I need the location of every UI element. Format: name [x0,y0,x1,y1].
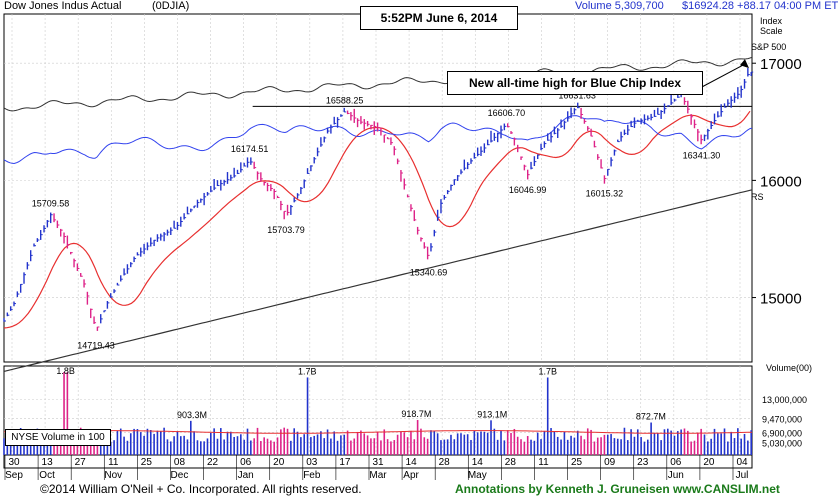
price-annotation: 16015.32 [586,189,624,199]
price-annotation: 16631.63 [558,90,596,100]
all-time-high-annotation: New all-time high for Blue Chip Index [447,71,703,95]
date-tick-label: 20 [703,457,715,468]
price-annotation: 15709.58 [32,198,70,208]
annotation-arrow [699,63,746,89]
volume-tick-label: 5,030,000 [762,439,802,449]
date-tick-label: 14 [472,457,484,468]
volume-tick-label: 9,470,000 [762,414,802,424]
copyright-notice: ©2014 William O'Neil + Co. Incorporated.… [40,482,362,496]
date-tick-label: 22 [207,457,219,468]
date-tick-label: 23 [637,457,649,468]
price-annotation: 15340.69 [410,268,448,278]
date-tick-label: 25 [141,457,153,468]
price-readout: $16924.28 +88.17 04:00 PM ET [682,0,839,12]
date-tick-label: 08 [174,457,186,468]
date-tick-label: 09 [604,457,616,468]
annotation-credit: Annotations by Kenneth J. Gruneisen www.… [455,482,780,496]
date-tick-label: 25 [571,457,583,468]
index-symbol: (0DJIA) [152,0,190,12]
grid-lines [3,13,756,480]
rs-label: RS [751,192,764,202]
volume-annotation: 918.7M [401,409,431,419]
date-tick-label: 11 [108,457,119,468]
month-label: Jun [668,470,684,481]
annotation-arrowhead [739,59,749,69]
date-tick-label: 30 [8,457,20,468]
moving-average-50-line [3,110,751,329]
month-label: Oct [39,470,55,481]
moving-average-200-line [3,189,753,372]
date-tick-label: 17 [339,457,351,468]
price-annotation: 16606.70 [488,108,526,118]
chart-labels: 30 13 27 11 25 08 22 06 20 03 17 31 14 28 14 28 11 25 09 23… [5,16,812,481]
sp500-line [3,56,753,112]
price-tick-label: 17000 [760,56,802,73]
date-tick-label: 04 [736,457,748,468]
price-annotation: 16341.30 [683,150,721,160]
date-tick-label: 14 [406,457,418,468]
nyse-volume-label: NYSE Volume in 100 [5,429,111,446]
date-tick-label: 28 [505,457,517,468]
volume-annotation: 913.1M [477,409,507,419]
month-label: May [468,470,487,481]
volume-annotation: 1.7B [539,366,558,376]
date-tick-label: 28 [439,457,451,468]
date-tick-label: 27 [75,457,87,468]
price-annotation: 16046.99 [509,185,547,195]
timestamp-box: 5:52PM June 6, 2014 [360,6,518,30]
price-tick-label: 16000 [760,173,802,190]
month-label: Apr [403,470,419,481]
volume-average-line [3,430,753,434]
volume-axis-title: Volume(00) [766,363,812,373]
series-lines [3,56,753,372]
price-annotation: 16588.25 [326,95,364,105]
price-panel-frame [3,13,753,363]
volume-annotation: 872.7M [636,412,666,422]
price-bars [3,68,754,331]
month-label: Mar [369,470,387,481]
price-axis-title: Scale [760,26,783,36]
volume-readout: Volume 5,309,700 [575,0,664,12]
sp500-label: S&P 500 [751,42,786,52]
month-label: Jan [238,470,254,481]
index-name: Dow Jones Indus Actual [4,0,122,12]
volume-annotation: 903.3M [177,410,207,420]
price-annotation: 15703.79 [267,225,305,235]
price-axis-title: Index [760,16,783,26]
price-tick-label: 15000 [760,291,802,308]
volume-tick-label: 6,900,000 [762,428,802,438]
month-label: Sep [5,470,23,481]
volume-tick-label: 13,000,000 [762,395,807,405]
month-label: Jul [736,470,749,481]
month-label: Nov [104,470,122,481]
date-tick-label: 06 [670,457,682,468]
date-tick-label: 20 [273,457,285,468]
price-annotation: 16174.51 [231,144,269,154]
volume-annotation: 1.7B [298,366,317,376]
date-tick-label: 06 [240,457,252,468]
date-tick-label: 11 [538,457,549,468]
date-tick-label: 03 [306,457,318,468]
date-tick-label: 13 [42,457,54,468]
date-tick-label: 31 [372,457,384,468]
price-annotation: 14719.43 [77,340,115,350]
month-label: Feb [303,470,321,481]
month-label: Dec [171,470,189,481]
volume-annotation: 1.8B [56,366,75,376]
